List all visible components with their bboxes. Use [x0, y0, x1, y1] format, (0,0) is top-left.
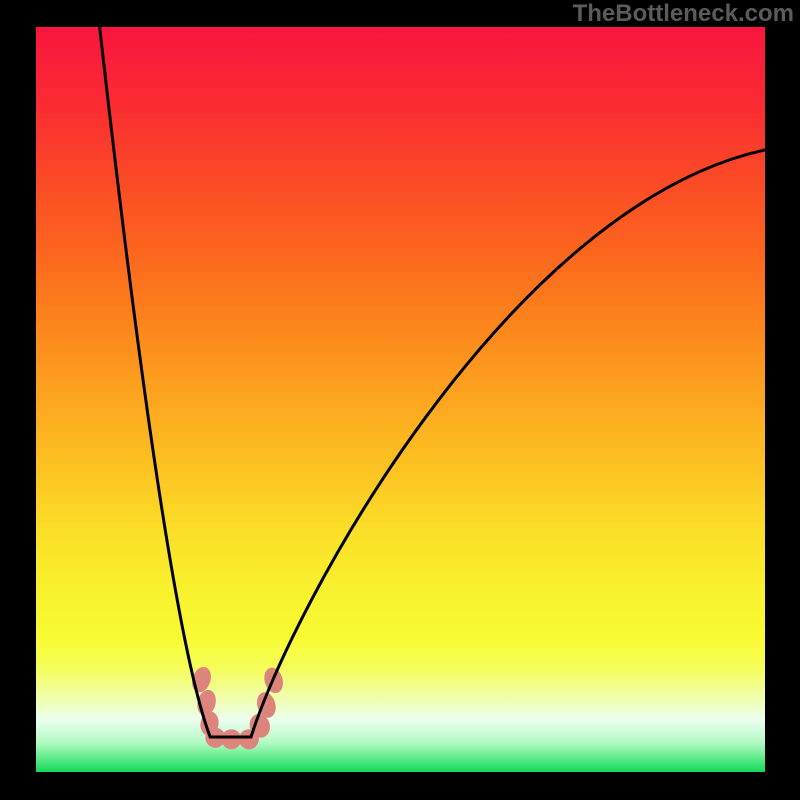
watermark-text: TheBottleneck.com	[573, 0, 794, 28]
bottleneck-chart	[0, 0, 800, 800]
data-bead	[221, 729, 241, 749]
